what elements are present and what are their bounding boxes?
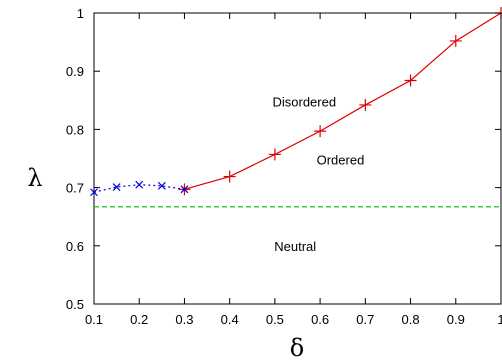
y-tick-label: 0.6 [66, 239, 84, 254]
y-axis-label: λ [27, 164, 42, 192]
data-point-cross [112, 183, 121, 191]
data-point-cross [180, 185, 189, 194]
x-tick-label: 0.8 [402, 312, 420, 327]
y-tick-label: 0.5 [66, 297, 84, 312]
y-tick-label: 1 [77, 6, 84, 21]
data-point-plus [449, 34, 462, 47]
data-point-plus [223, 170, 236, 183]
series-1 [90, 180, 189, 197]
data-point-plus [404, 74, 417, 87]
data-point-cross [135, 180, 144, 189]
x-tick-label: 0.9 [447, 312, 465, 327]
y-tick-label: 0.8 [66, 122, 84, 137]
x-tick-label: 1 [497, 312, 502, 327]
x-tick-label: 0.2 [130, 312, 148, 327]
region-label-neutral: Neutral [274, 239, 316, 254]
x-axis-label: δ [290, 334, 304, 360]
data-point-plus [268, 148, 281, 161]
series-0 [178, 7, 502, 196]
x-tick-label: 0.6 [311, 312, 329, 327]
x-tick-label: 0.4 [221, 312, 239, 327]
x-tick-label: 0.5 [266, 312, 284, 327]
region-label-ordered: Ordered [317, 153, 365, 168]
x-tick-label: 0.3 [175, 312, 193, 327]
y-tick-label: 0.9 [66, 64, 84, 79]
series-line [93, 184, 185, 193]
region-label-disordered: Disordered [272, 94, 336, 109]
data-point-plus [314, 125, 327, 138]
y-tick-label: 0.7 [66, 181, 84, 196]
data-point-plus [359, 98, 372, 111]
series-line [184, 12, 502, 190]
data-point-cross [90, 188, 98, 197]
x-tick-label: 0.7 [356, 312, 374, 327]
x-tick-label: 0.1 [85, 312, 103, 327]
data-point-cross [157, 181, 166, 190]
plot-frame [93, 12, 502, 305]
